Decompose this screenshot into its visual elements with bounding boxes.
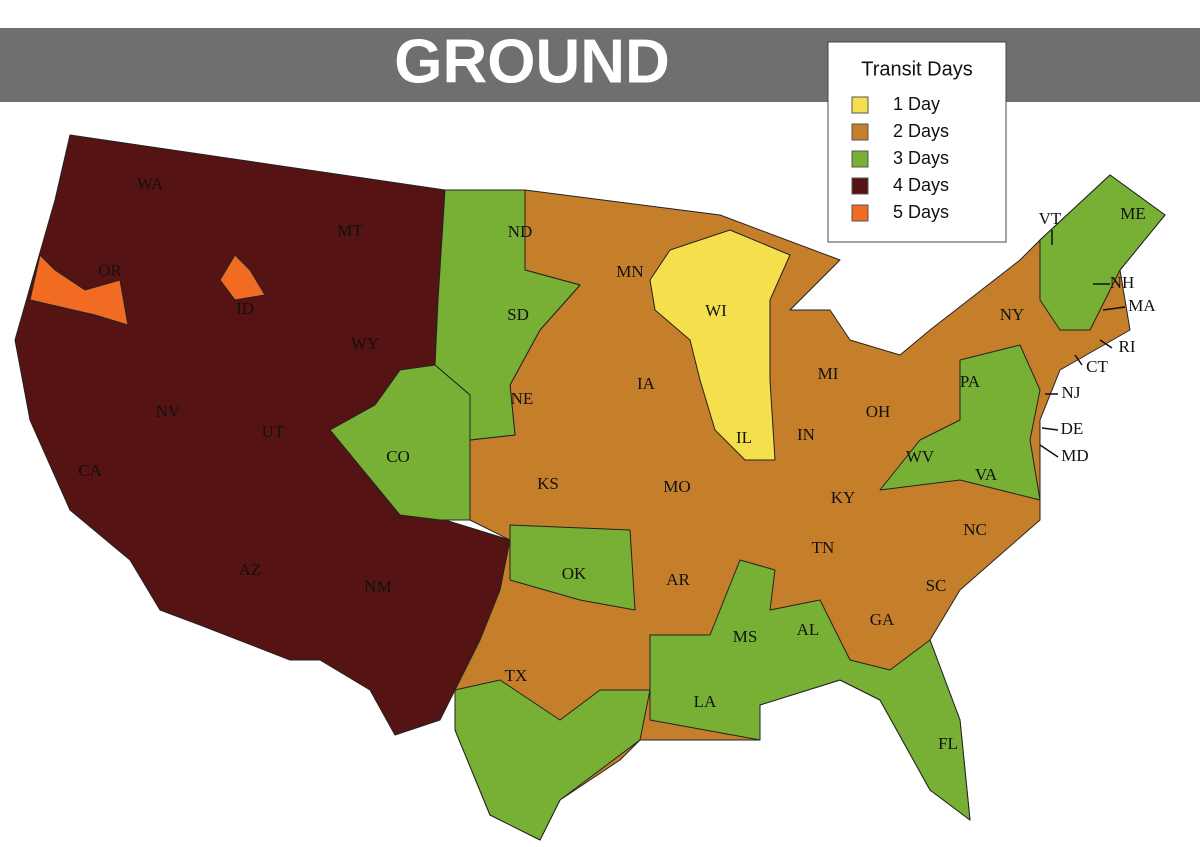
title: GROUND — [394, 27, 670, 96]
state-label: CO — [386, 447, 410, 466]
state-label: IL — [736, 428, 752, 447]
state-label: TX — [505, 666, 528, 685]
zone-1 — [649, 229, 791, 461]
state-label: MN — [616, 262, 643, 281]
zone-5 — [219, 254, 266, 301]
state-label: VT — [1039, 209, 1062, 228]
legend-title: Transit Days — [861, 58, 973, 80]
legend-label: 5 Days — [893, 202, 949, 222]
state-label: KS — [537, 474, 559, 493]
state-label: AR — [666, 570, 690, 589]
state-label: GA — [870, 610, 895, 629]
state-label: MD — [1061, 446, 1088, 465]
state-label: OR — [98, 261, 122, 280]
state-label: VA — [975, 465, 998, 484]
state-label: LA — [694, 692, 717, 711]
state-label: MA — [1128, 296, 1156, 315]
state-label: OK — [562, 564, 587, 583]
state-label: UT — [262, 422, 285, 441]
state-label: MS — [733, 627, 758, 646]
legend-label: 2 Days — [893, 121, 949, 141]
state-label: DE — [1061, 419, 1084, 438]
legend-label: 1 Day — [893, 94, 940, 114]
zone-3 — [649, 559, 971, 821]
state-label: NH — [1110, 273, 1135, 292]
state-label: WY — [351, 334, 379, 353]
state-label: IA — [637, 374, 656, 393]
legend-swatch — [851, 177, 869, 195]
state-label: WA — [137, 174, 164, 193]
legend-label: 4 Days — [893, 175, 949, 195]
legend-swatch — [851, 150, 869, 168]
legend-swatch — [851, 123, 869, 141]
state-label: CA — [78, 461, 102, 480]
state-label: CT — [1086, 357, 1108, 376]
state-label: OH — [866, 402, 891, 421]
legend-label: 3 Days — [893, 148, 949, 168]
state-label: FL — [938, 734, 958, 753]
state-label: PA — [960, 372, 981, 391]
zone-3 — [454, 679, 651, 841]
state-label: MI — [818, 364, 839, 383]
state-label: IN — [797, 425, 815, 444]
state-label: NE — [511, 389, 534, 408]
zone-3 — [509, 524, 636, 611]
state-label: ND — [508, 222, 533, 241]
state-label: SC — [926, 576, 947, 595]
callouts — [1039, 230, 1126, 458]
state-label: WV — [906, 447, 935, 466]
state-label: NC — [963, 520, 987, 539]
state-label: RI — [1119, 337, 1136, 356]
zone-3 — [1039, 174, 1166, 331]
state-label: NV — [156, 402, 181, 421]
state-label: KY — [831, 488, 856, 507]
state-label: WI — [705, 301, 727, 320]
state-label: AL — [797, 620, 820, 639]
state-label: MO — [663, 477, 690, 496]
state-label: ME — [1120, 204, 1146, 223]
regions — [14, 134, 1166, 841]
state-label: MT — [337, 221, 363, 240]
state-label: TN — [812, 538, 835, 557]
zone-5 — [29, 254, 129, 326]
state-label: NM — [364, 577, 391, 596]
state-label: NY — [1000, 305, 1025, 324]
state-label: ID — [236, 299, 254, 318]
zone-3 — [329, 364, 471, 521]
state-label: AZ — [239, 560, 262, 579]
state-label: NJ — [1062, 383, 1081, 402]
legend-swatch — [851, 204, 869, 222]
state-label: SD — [507, 305, 529, 324]
zone-3 — [434, 189, 581, 441]
zone-3 — [879, 344, 1041, 501]
legend-swatch — [851, 96, 869, 114]
